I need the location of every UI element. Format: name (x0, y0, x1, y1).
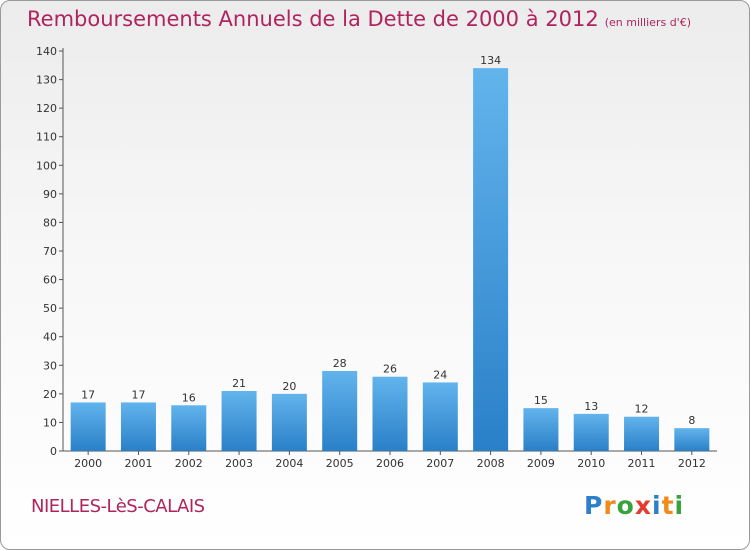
x-tick-label-2008: 2008 (477, 457, 505, 470)
data-label-2008: 134 (480, 54, 501, 67)
y-tick-label: 140 (36, 45, 57, 58)
x-tick-label-2000: 2000 (74, 457, 102, 470)
logo-letter: t (661, 491, 675, 520)
y-tick-label: 30 (43, 359, 57, 372)
bar-2006 (372, 376, 408, 451)
x-tick-label-2004: 2004 (275, 457, 303, 470)
data-label-2011: 12 (635, 403, 649, 416)
chart-bars: 17 17 16 21 20 28 26 24 134 15 13 12 8 (70, 54, 710, 452)
logo-letter: x (634, 491, 652, 520)
data-label-2007: 24 (433, 368, 447, 381)
bar-2003 (221, 391, 257, 451)
logo-letter: r (603, 491, 617, 520)
bar-2005 (322, 371, 358, 451)
y-tick-label: 60 (43, 274, 57, 287)
bar-2007 (422, 382, 458, 451)
bar-2004 (271, 393, 307, 451)
x-tick-label-2009: 2009 (527, 457, 555, 470)
proxiti-logo: Proxiti (584, 491, 684, 520)
chart-title: Remboursements Annuels de la Dette de 20… (27, 7, 599, 31)
data-label-2000: 17 (81, 388, 95, 401)
data-label-2005: 28 (333, 357, 347, 370)
y-tick-label: 70 (43, 245, 57, 258)
data-label-2009: 15 (534, 394, 548, 407)
x-tick-label-2007: 2007 (426, 457, 454, 470)
y-tick-label: 10 (43, 416, 57, 429)
x-tick-label-2003: 2003 (225, 457, 253, 470)
logo-letter: P (584, 491, 604, 520)
x-tick-label-2005: 2005 (326, 457, 354, 470)
y-tick-label: 20 (43, 388, 57, 401)
data-label-2002: 16 (182, 391, 196, 404)
x-tick-label-2006: 2006 (376, 457, 404, 470)
bar-2010 (573, 413, 609, 451)
x-tick-label-2012: 2012 (678, 457, 706, 470)
data-label-2001: 17 (131, 388, 145, 401)
y-tick-label: 80 (43, 216, 57, 229)
chart-unit: (en milliers d'€) (604, 16, 691, 29)
bar-2001 (120, 402, 156, 451)
y-tick-label: 110 (36, 131, 57, 144)
x-tick-label-2011: 2011 (628, 457, 656, 470)
chart-title-block: Remboursements Annuels de la Dette de 20… (27, 7, 691, 31)
y-tick-label: 90 (43, 188, 57, 201)
data-label-2006: 26 (383, 363, 397, 376)
data-label-2003: 21 (232, 377, 246, 390)
x-tick-label-2001: 2001 (124, 457, 152, 470)
chart-axes: 0 10 20 30 40 50 60 70 80 90 100 110 120 130 140 2000 20… (36, 45, 717, 470)
y-tick-label: 120 (36, 102, 57, 115)
y-tick-label: 50 (43, 302, 57, 315)
x-tick-label-2010: 2010 (577, 457, 605, 470)
x-tick-label-2002: 2002 (175, 457, 203, 470)
bar-2000 (70, 402, 106, 451)
data-label-2004: 20 (282, 380, 296, 393)
y-tick-label: 130 (36, 74, 57, 87)
data-label-2012: 8 (688, 414, 695, 427)
y-tick-label: 0 (50, 445, 57, 458)
bar-2011 (624, 416, 660, 451)
bar-2009 (523, 408, 559, 451)
commune-name: NIELLES-LèS-CALAIS (31, 496, 205, 517)
y-tick-label: 100 (36, 159, 57, 172)
bar-2012 (674, 428, 710, 451)
bar-2002 (171, 405, 207, 451)
bar-2008 (473, 68, 509, 452)
logo-letter: o (616, 491, 635, 520)
logo-letter: i (652, 491, 662, 520)
y-tick-label: 40 (43, 331, 57, 344)
logo-letter: i (674, 491, 685, 520)
data-label-2010: 13 (584, 400, 598, 413)
